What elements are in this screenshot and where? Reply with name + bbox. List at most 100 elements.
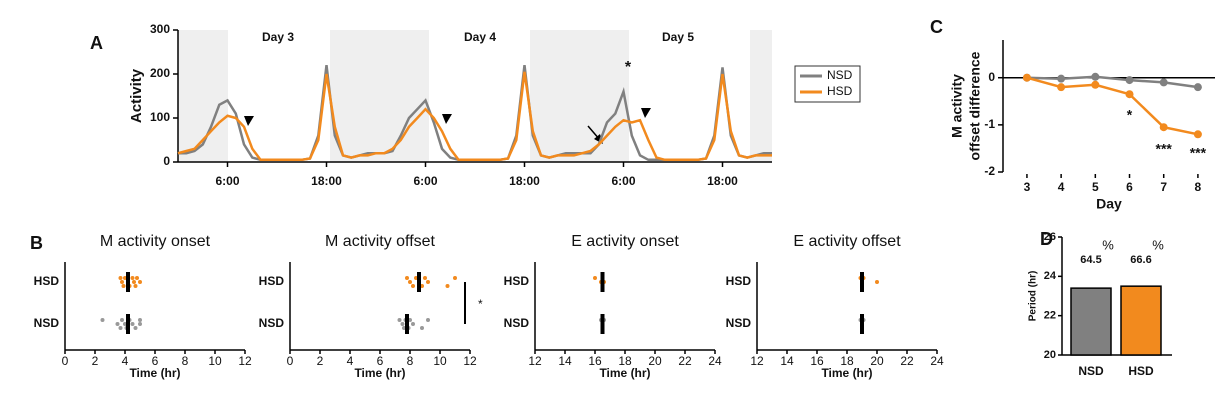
data-point [400, 322, 405, 326]
x-tick-label: 5 [1092, 180, 1099, 194]
x-tick-label: 12 [238, 354, 252, 368]
y-tick-label: 0 [988, 70, 995, 84]
data-point [1125, 76, 1134, 85]
y-axis-label: offset difference [967, 51, 983, 160]
data-point [411, 322, 415, 326]
x-tick-label: 16 [810, 354, 824, 368]
annotation: * [625, 59, 632, 76]
x-tick-label: 24 [708, 354, 722, 368]
data-point [115, 322, 120, 326]
data-point [423, 276, 427, 280]
x-tick-label: 10 [433, 354, 447, 368]
arrowhead [442, 114, 452, 124]
annotation: * [1127, 107, 1133, 123]
panel-label: C [930, 17, 943, 37]
panel-title: M activity onset [100, 233, 211, 250]
data-point [121, 284, 126, 288]
x-tick-label: 0 [287, 354, 294, 368]
data-point [138, 280, 142, 284]
data-point [426, 280, 430, 284]
x-tick-label: 6:00 [215, 174, 239, 188]
x-tick-label: NSD [1078, 364, 1104, 378]
panel-label: D [1040, 229, 1053, 249]
data-point [445, 284, 450, 288]
x-tick-label: 22 [900, 354, 914, 368]
x-tick-label: 10 [208, 354, 222, 368]
y-tick-label: 24 [1044, 270, 1057, 282]
annotation: % [1152, 237, 1164, 252]
day-label: Day 3 [262, 30, 294, 44]
data-point [405, 276, 409, 280]
x-axis-label: Time (hr) [129, 366, 180, 380]
data-point [133, 284, 138, 288]
panel-title: E activity onset [571, 233, 679, 250]
x-tick-label: 2 [92, 354, 99, 368]
arrowhead [641, 108, 651, 118]
legend-box [794, 65, 861, 103]
x-axis-label: Time (hr) [821, 366, 872, 380]
data-point [875, 280, 879, 284]
data-point [118, 326, 123, 330]
day-label: Day 4 [464, 30, 496, 44]
x-tick-label: 18 [840, 354, 854, 368]
category-label: HSD [504, 274, 530, 288]
annotation: 66.6 [1130, 254, 1151, 266]
data-point [453, 276, 457, 280]
x-axis-label: Time (hr) [599, 366, 650, 380]
data-point [420, 326, 424, 330]
x-tick-label: 12 [750, 354, 764, 368]
legend-label: HSD [827, 84, 853, 98]
data-point [132, 280, 136, 284]
annotation: * [478, 297, 483, 311]
x-tick-label: 3 [1024, 180, 1031, 194]
x-tick-label: 6 [377, 354, 384, 368]
y-tick-label: 100 [150, 110, 170, 124]
panel-title: E activity offset [793, 233, 901, 250]
arrowhead [244, 116, 254, 126]
y-tick-label: 26 [1044, 231, 1056, 243]
data-point [1125, 90, 1134, 99]
data-point [100, 318, 105, 322]
data-point [426, 318, 430, 322]
data-point [593, 276, 597, 280]
category-label: HSD [34, 274, 60, 288]
data-point [1159, 78, 1168, 87]
y-tick-label: 200 [150, 66, 170, 80]
x-tick-label: 6 [152, 354, 159, 368]
x-tick-label: HSD [1128, 364, 1154, 378]
x-tick-label: 14 [558, 354, 572, 368]
night-shade [530, 30, 629, 162]
x-tick-label: 16 [588, 354, 602, 368]
y-tick-label: 22 [1044, 310, 1056, 322]
x-tick-label: 2 [317, 354, 324, 368]
data-point [120, 318, 124, 322]
category-label: NSD [504, 316, 530, 330]
data-point [408, 280, 412, 284]
x-tick-label: 24 [930, 354, 944, 368]
x-tick-label: 4 [1058, 180, 1065, 194]
x-tick-label: 18:00 [509, 174, 540, 188]
data-point [133, 326, 138, 330]
data-point [397, 318, 402, 322]
data-point [1193, 130, 1202, 139]
x-tick-label: 14 [780, 354, 794, 368]
series-line [1026, 76, 1199, 136]
category-label: NSD [259, 316, 285, 330]
x-tick-label: 18:00 [311, 174, 342, 188]
y-axis-label: Period (hr) [1028, 271, 1039, 322]
annotation: *** [1156, 141, 1173, 157]
x-tick-label: 18:00 [707, 174, 738, 188]
panel-label: A [90, 33, 103, 53]
data-point [1091, 80, 1100, 89]
data-point [411, 284, 415, 288]
category-label: NSD [34, 316, 60, 330]
series-line [177, 71, 772, 162]
data-point [135, 276, 139, 280]
data-point [120, 280, 124, 284]
bar [1070, 287, 1112, 356]
x-tick-label: 8 [182, 354, 189, 368]
x-tick-label: 20 [870, 354, 884, 368]
data-point [1022, 73, 1031, 82]
x-tick-label: 6:00 [611, 174, 635, 188]
